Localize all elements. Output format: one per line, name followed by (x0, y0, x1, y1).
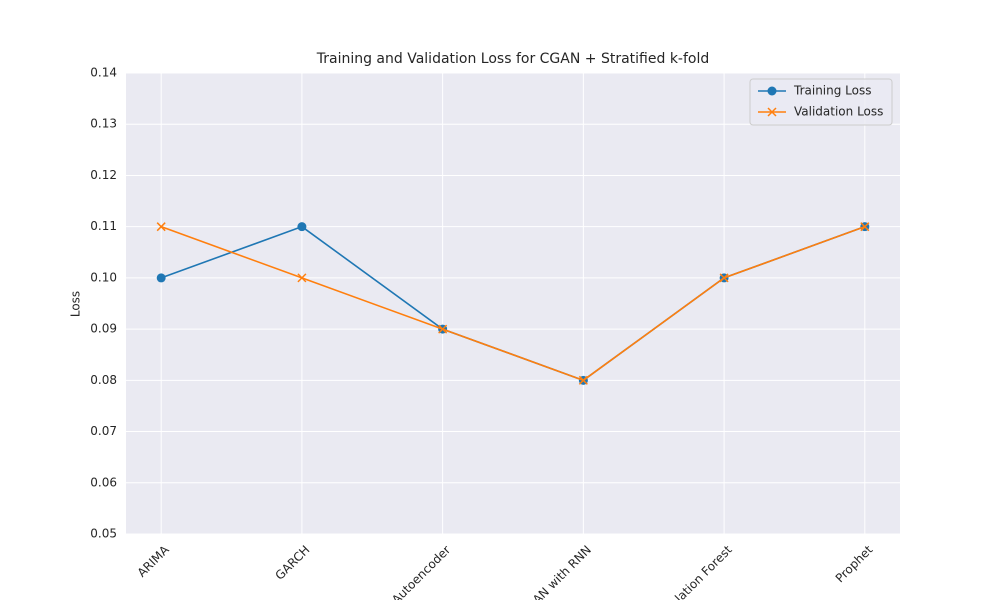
line (160, 225, 866, 382)
marker (297, 222, 307, 232)
legend-label: Training Loss (793, 84, 871, 98)
marker (156, 222, 166, 232)
x-tick-label: GARCH (272, 543, 312, 583)
y-tick-label: 0.08 (90, 373, 117, 387)
y-tick-label: 0.05 (90, 527, 117, 541)
marker (719, 273, 729, 283)
y-tick-label: 0.09 (90, 322, 117, 336)
marker (156, 273, 166, 283)
y-tick-label: 0.11 (90, 219, 117, 233)
y-tick-label: 0.14 (90, 66, 117, 80)
x-tick-label: Isolation Forest (660, 542, 735, 600)
chart-title: Training and Validation Loss for CGAN + … (316, 51, 710, 67)
y-tick-label: 0.07 (90, 424, 117, 438)
y-tick-label: 0.06 (90, 475, 117, 489)
marker (297, 273, 307, 283)
x-tick-label: Prophet (833, 542, 876, 585)
x-tick-label: ARIMA (135, 542, 173, 580)
x-tick-label: Autoencoder (389, 543, 453, 600)
marker (578, 375, 588, 385)
marker (438, 324, 448, 334)
marker (860, 222, 870, 232)
y-tick-label: 0.13 (90, 117, 117, 131)
legend-marker (767, 107, 777, 117)
x-tick-label: GAN with RNN (523, 543, 594, 600)
y-axis-label: Loss (69, 291, 83, 317)
y-tick-label: 0.10 (90, 270, 117, 284)
legend-marker (767, 86, 777, 96)
y-tick-label: 0.12 (90, 168, 117, 182)
plot-area (126, 73, 900, 534)
legend-label: Validation Loss (794, 105, 883, 119)
